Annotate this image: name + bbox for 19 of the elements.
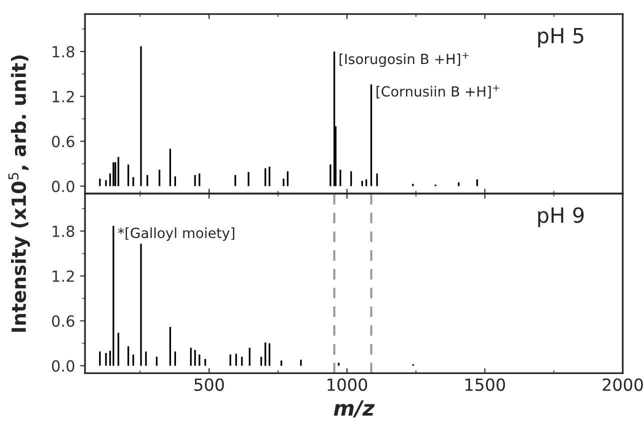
y-tick-label: 0.0 [52,180,74,192]
annotation: pH 5 [538,28,584,48]
y-tick-label: 0.6 [52,136,74,148]
y-tick-label: 1.8 [52,226,74,238]
annotation: *[Galloyl moiety] [118,227,234,241]
y-tick-label: 1.2 [52,90,74,102]
y-tick-label: 0.6 [52,315,74,327]
y-tick-label: 1.8 [52,46,74,58]
annotation: [Cornusiin B +H]$^{+}$ [376,85,500,98]
x-tick-label: 2000 [602,378,643,391]
annotation: [Isorugosin B +H]$^{+}$ [340,52,469,67]
y-axis-title: Intensity (x10$^{5}$, arb. unit) [8,56,30,332]
annotation: pH 9 [538,207,584,228]
x-axis-title: m/z [334,400,375,418]
y-tick-label: 1.2 [52,270,74,282]
x-tick-label: 500 [194,378,224,391]
x-tick-label: 1000 [328,378,368,391]
y-tick-label: 0.0 [52,360,74,372]
x-tick-label: 1500 [465,378,505,391]
